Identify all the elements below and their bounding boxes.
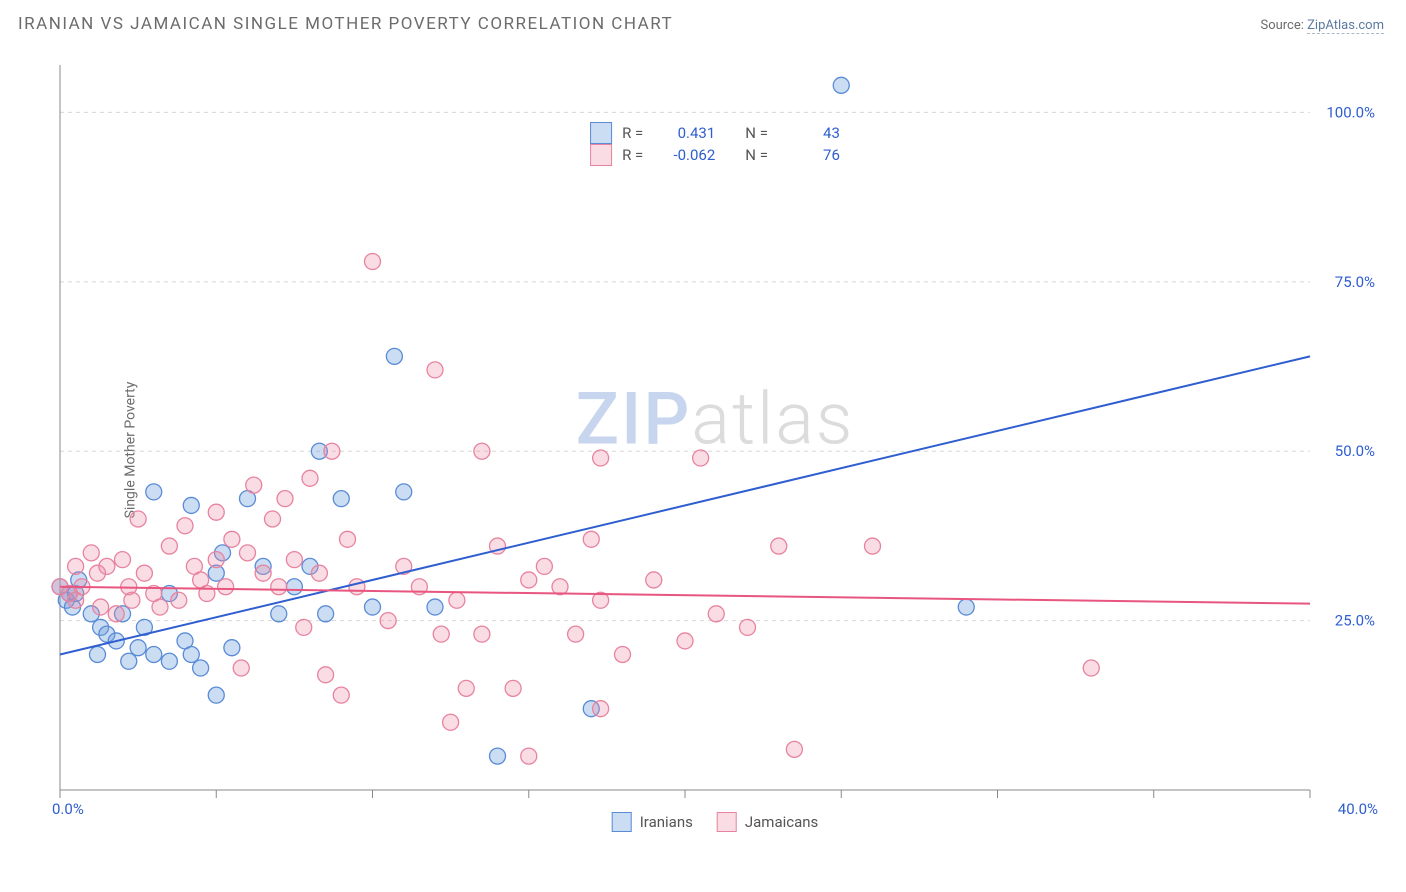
n-label: N = (745, 145, 768, 166)
legend-label-iranians: Iranians (640, 813, 693, 831)
legend-swatch-jamaicans (717, 812, 737, 832)
n-value-jamaicans: 76 (778, 145, 840, 166)
correlation-row-iranians: R = 0.431 N = 43 (590, 122, 840, 144)
svg-text:25.0%: 25.0% (1335, 612, 1375, 630)
r-label: R = (622, 123, 643, 144)
legend-item-jamaicans[interactable]: Jamaicans (717, 812, 818, 832)
scatter-plot: 25.0% 50.0% 75.0% 100.0% (50, 60, 1380, 840)
n-value-iranians: 43 (778, 123, 840, 144)
source-prefix: Source: (1260, 18, 1307, 33)
swatch-jamaicans (590, 144, 612, 166)
x-axis-max-label: 40.0% (1338, 800, 1378, 818)
svg-text:50.0%: 50.0% (1335, 442, 1375, 460)
svg-text:75.0%: 75.0% (1335, 273, 1375, 291)
correlation-row-jamaicans: R = -0.062 N = 76 (590, 144, 840, 166)
swatch-iranians (590, 122, 612, 144)
source-link[interactable]: ZipAtlas.com (1307, 18, 1384, 34)
legend-label-jamaicans: Jamaicans (745, 813, 818, 831)
n-label: N = (745, 123, 768, 144)
r-value-iranians: 0.431 (653, 123, 715, 144)
chart-area: Single Mother Poverty 25.0%50.0%75.0%100… (50, 60, 1380, 840)
chart-title: IRANIAN VS JAMAICAN SINGLE MOTHER POVERT… (18, 14, 673, 34)
svg-text:100.0%: 100.0% (1326, 103, 1375, 121)
source-label: Source: ZipAtlas.com (1260, 18, 1384, 33)
legend-swatch-iranians (612, 812, 632, 832)
series-legend: Iranians Jamaicans (612, 812, 819, 832)
legend-item-iranians[interactable]: Iranians (612, 812, 693, 832)
correlation-legend: R = 0.431 N = 43 R = -0.062 N = 76 (590, 122, 840, 166)
x-axis-min-label: 0.0% (52, 800, 84, 818)
r-label: R = (622, 145, 643, 166)
r-value-jamaicans: -0.062 (653, 145, 715, 166)
